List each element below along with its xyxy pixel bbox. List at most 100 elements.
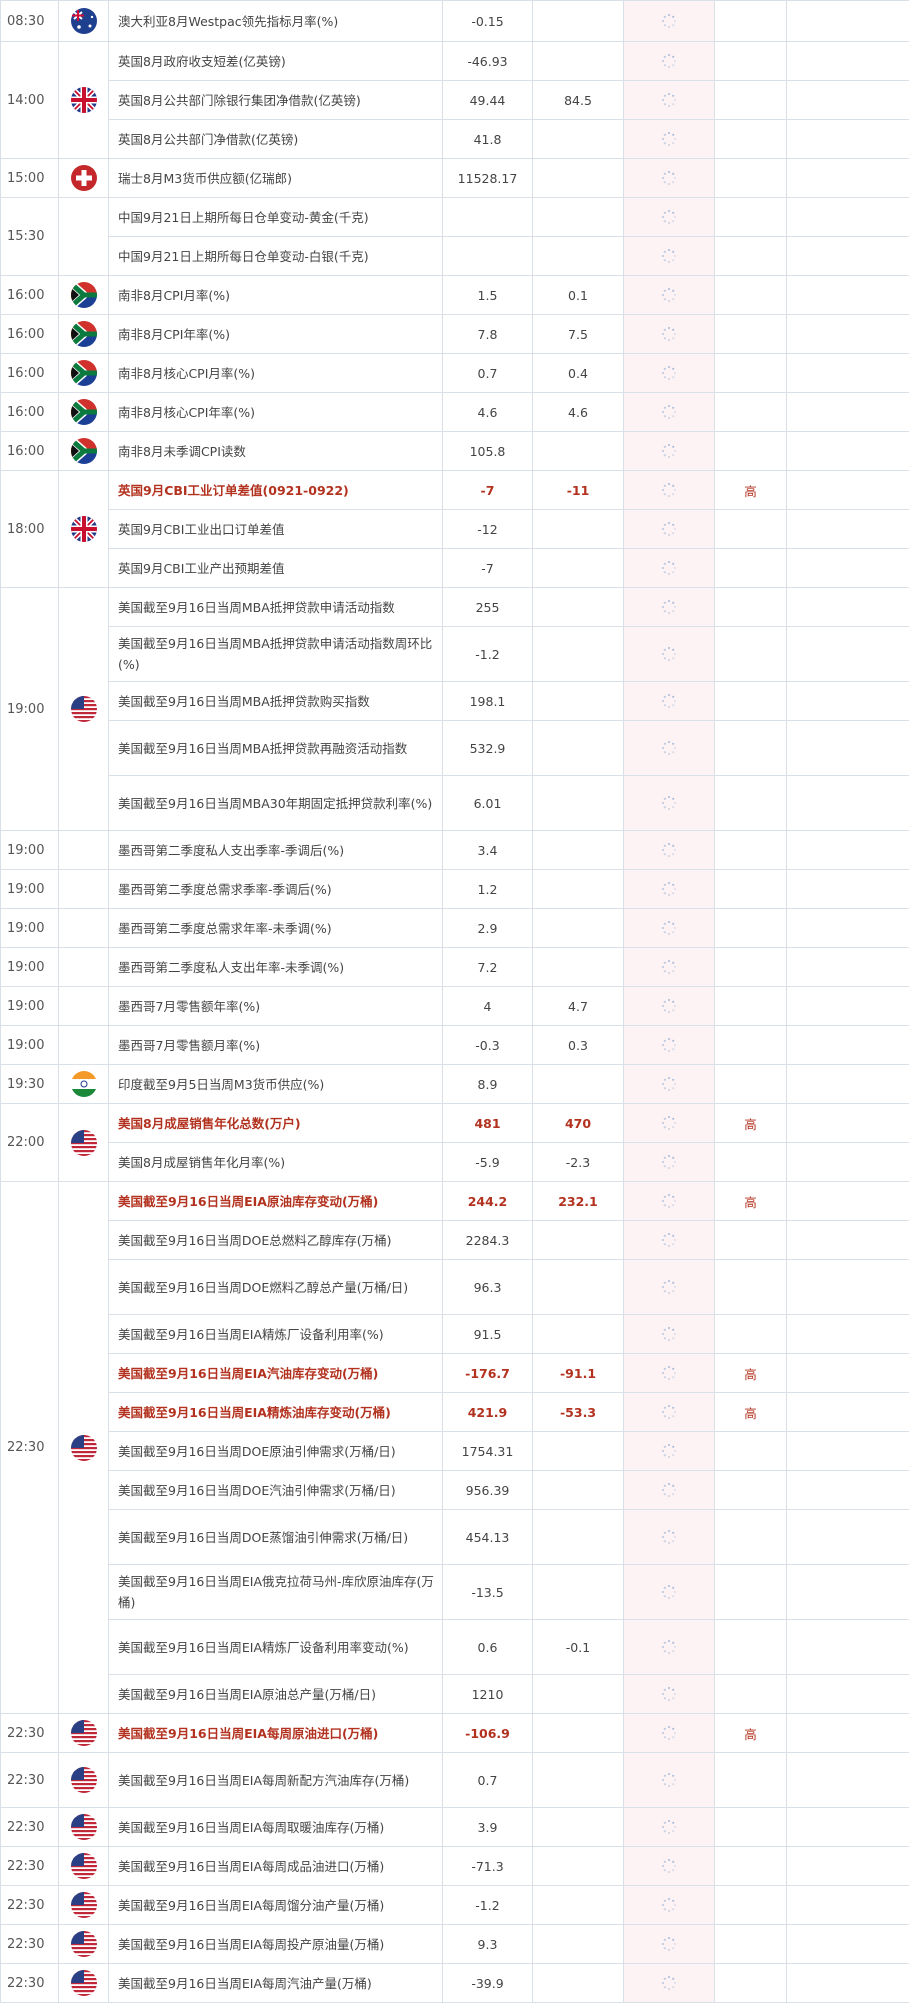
interpretation-cell [787, 1, 909, 42]
event-name[interactable]: 英国8月政府收支短差(亿英镑) [109, 42, 443, 81]
forecast-value [533, 549, 624, 588]
loading-spinner-icon [661, 1975, 677, 1990]
event-name[interactable]: 美国截至9月16日当周EIA俄克拉荷马州-库欣原油库存(万桶) [109, 1565, 443, 1620]
event-name[interactable]: 南非8月CPI年率(%) [109, 315, 443, 354]
importance-badge [715, 627, 787, 682]
event-name[interactable]: 印度截至9月5日当周M3货币供应(%) [109, 1065, 443, 1104]
event-name[interactable]: 南非8月CPI月率(%) [109, 276, 443, 315]
loading-spinner-icon [661, 326, 677, 341]
event-name[interactable]: 美国截至9月16日当周EIA每周取暖油库存(万桶) [109, 1808, 443, 1847]
event-name[interactable]: 南非8月未季调CPI读数 [109, 432, 443, 471]
event-name[interactable]: 美国截至9月16日当周EIA每周成品油进口(万桶) [109, 1847, 443, 1886]
event-name[interactable]: 南非8月核心CPI月率(%) [109, 354, 443, 393]
event-name[interactable]: 美国截至9月16日当周DOE燃料乙醇总产量(万桶/日) [109, 1260, 443, 1315]
event-name[interactable]: 英国8月公共部门除银行集团净借款(亿英镑) [109, 81, 443, 120]
event-name[interactable]: 墨西哥第二季度总需求年率-未季调(%) [109, 909, 443, 948]
interpretation-cell [787, 1143, 909, 1182]
event-name[interactable]: 美国截至9月16日当周DOE原油引伸需求(万桶/日) [109, 1432, 443, 1471]
importance-badge [715, 198, 787, 237]
interpretation-cell [787, 276, 909, 315]
event-name[interactable]: 英国9月CBI工业出口订单差值 [109, 510, 443, 549]
actual-value [624, 1026, 715, 1065]
loading-spinner-icon [661, 1326, 677, 1341]
loading-spinner-icon [661, 920, 677, 935]
forecast-value: 4.7 [533, 987, 624, 1026]
event-row: 美国截至9月16日当周DOE汽油引伸需求(万桶/日)956.39 [1, 1471, 909, 1510]
event-time: 22:30 [1, 1753, 59, 1808]
event-name[interactable]: 美国截至9月16日当周EIA汽油库存变动(万桶) [109, 1354, 443, 1393]
actual-value [624, 721, 715, 776]
event-time: 22:30 [1, 1964, 59, 2003]
event-name[interactable]: 美国截至9月16日当周EIA每周投产原油量(万桶) [109, 1925, 443, 1964]
importance-badge [715, 549, 787, 588]
event-name[interactable]: 中国9月21日上期所每日仓单变动-白银(千克) [109, 237, 443, 276]
interpretation-cell [787, 1221, 909, 1260]
event-name[interactable]: 墨西哥第二季度总需求季率-季调后(%) [109, 870, 443, 909]
country-flag-cell [59, 198, 109, 276]
actual-value [624, 948, 715, 987]
event-name[interactable]: 美国8月成屋销售年化月率(%) [109, 1143, 443, 1182]
event-name[interactable]: 美国截至9月16日当周EIA精炼厂设备利用率(%) [109, 1315, 443, 1354]
event-name[interactable]: 美国截至9月16日当周EIA精炼厂设备利用率变动(%) [109, 1620, 443, 1675]
interpretation-cell [787, 1847, 909, 1886]
country-flag-cell [59, 1808, 109, 1847]
event-name[interactable]: 英国9月CBI工业产出预期差值 [109, 549, 443, 588]
loading-spinner-icon [661, 1443, 677, 1458]
actual-value [624, 237, 715, 276]
previous-value: 198.1 [443, 682, 533, 721]
event-name[interactable]: 美国截至9月16日当周MBA抵押贷款申请活动指数周环比(%) [109, 627, 443, 682]
us-flag-icon [69, 1812, 99, 1842]
event-name[interactable]: 英国8月公共部门净借款(亿英镑) [109, 120, 443, 159]
event-name[interactable]: 美国截至9月16日当周MBA抵押贷款再融资活动指数 [109, 721, 443, 776]
event-name[interactable]: 美国截至9月16日当周EIA每周原油进口(万桶) [109, 1714, 443, 1753]
event-name[interactable]: 墨西哥第二季度私人支出年率-未季调(%) [109, 948, 443, 987]
event-name[interactable]: 澳大利亚8月Westpac领先指标月率(%) [109, 1, 443, 42]
previous-value: 0.6 [443, 1620, 533, 1675]
forecast-value [533, 870, 624, 909]
importance-badge [715, 393, 787, 432]
event-name[interactable]: 美国截至9月16日当周DOE汽油引伸需求(万桶/日) [109, 1471, 443, 1510]
event-name[interactable]: 中国9月21日上期所每日仓单变动-黄金(千克) [109, 198, 443, 237]
event-time: 16:00 [1, 315, 59, 354]
forecast-value [533, 776, 624, 831]
event-name[interactable]: 墨西哥第二季度私人支出季率-季调后(%) [109, 831, 443, 870]
event-name[interactable]: 瑞士8月M3货币供应额(亿瑞郎) [109, 159, 443, 198]
event-row: 美国截至9月16日当周EIA精炼厂设备利用率(%)91.5 [1, 1315, 909, 1354]
event-name[interactable]: 英国9月CBI工业订单差值(0921-0922) [109, 471, 443, 510]
event-row: 英国9月CBI工业产出预期差值-7 [1, 549, 909, 588]
forecast-value [533, 1808, 624, 1847]
event-name[interactable]: 美国截至9月16日当周DOE总燃料乙醇库存(万桶) [109, 1221, 443, 1260]
switzerland-flag-icon [69, 163, 99, 193]
event-name[interactable]: 美国截至9月16日当周MBA抵押贷款申请活动指数 [109, 588, 443, 627]
event-name[interactable]: 美国截至9月16日当周EIA每周汽油产量(万桶) [109, 1964, 443, 2003]
event-name[interactable]: 美国截至9月16日当周EIA每周馏分油产量(万桶) [109, 1886, 443, 1925]
loading-spinner-icon [661, 1365, 677, 1380]
event-name[interactable]: 南非8月核心CPI年率(%) [109, 393, 443, 432]
event-name[interactable]: 墨西哥7月零售额年率(%) [109, 987, 443, 1026]
actual-value [624, 315, 715, 354]
forecast-value [533, 1847, 624, 1886]
event-name[interactable]: 美国截至9月16日当周EIA原油总产量(万桶/日) [109, 1675, 443, 1714]
interpretation-cell [787, 1393, 909, 1432]
importance-badge [715, 721, 787, 776]
importance-badge [715, 1925, 787, 1964]
actual-value [624, 1, 715, 42]
country-flag-cell [59, 1104, 109, 1182]
event-name[interactable]: 美国截至9月16日当周EIA精炼油库存变动(万桶) [109, 1393, 443, 1432]
event-name[interactable]: 美国8月成屋销售年化总数(万户) [109, 1104, 443, 1143]
interpretation-cell [787, 1620, 909, 1675]
south-africa-flag-icon [69, 436, 99, 466]
event-name[interactable]: 美国截至9月16日当周DOE蒸馏油引伸需求(万桶/日) [109, 1510, 443, 1565]
event-name[interactable]: 墨西哥7月零售额月率(%) [109, 1026, 443, 1065]
interpretation-cell [787, 549, 909, 588]
event-name[interactable]: 美国截至9月16日当周MBA抵押贷款购买指数 [109, 682, 443, 721]
event-name[interactable]: 美国截至9月16日当周EIA原油库存变动(万桶) [109, 1182, 443, 1221]
event-name[interactable]: 美国截至9月16日当周MBA30年期固定抵押贷款利率(%) [109, 776, 443, 831]
event-name[interactable]: 美国截至9月16日当周EIA每周新配方汽油库存(万桶) [109, 1753, 443, 1808]
actual-value [624, 1471, 715, 1510]
interpretation-cell [787, 393, 909, 432]
interpretation-cell [787, 588, 909, 627]
